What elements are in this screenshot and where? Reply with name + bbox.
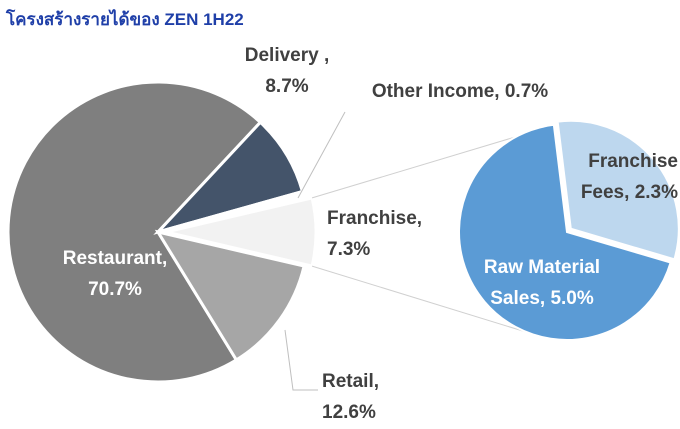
category-label: Other Income, (371, 81, 500, 102)
value-label: 7.3% (327, 239, 371, 260)
pie-slice (6, 80, 263, 384)
connector-line (311, 136, 517, 199)
pie-slice (165, 196, 318, 268)
leader-line (297, 111, 346, 199)
value-label: 2.3% (634, 182, 678, 203)
pie-slice (157, 189, 306, 234)
pie-slice (458, 123, 672, 341)
slices (6, 80, 680, 384)
value-label: 8.7% (265, 76, 309, 97)
data-label: Restaurant, 70.7% (40, 243, 190, 305)
category-label: Retail, (322, 371, 380, 392)
data-label: Franchise, 7.3% (327, 203, 452, 265)
category-label: Delivery , (244, 45, 330, 66)
data-label: Other Income, 0.7% (370, 76, 550, 107)
data-label: Raw Material Sales, 5.0% (462, 252, 622, 314)
pie-slice (556, 119, 680, 261)
connector-line (311, 265, 527, 333)
pie-slice (154, 229, 306, 362)
data-label: Franchise Fees, 2.3% (550, 146, 678, 208)
data-label: Retail, 12.6% (322, 366, 412, 428)
value-label: 0.7% (504, 81, 549, 102)
category-label: Raw Material Sales, (483, 257, 601, 309)
chart-title: โครงสร้างรายได้ของ ZEN 1H22 (6, 10, 244, 29)
value-label: 5.0% (550, 288, 594, 309)
leader-line (284, 329, 318, 391)
category-label: Franchise, (327, 208, 423, 229)
value-label: 12.6% (322, 402, 376, 423)
category-label: Franchise Fees, (580, 151, 678, 203)
value-label: 70.7% (88, 279, 142, 300)
data-label: Delivery , 8.7% (222, 40, 352, 102)
category-label: Restaurant, (62, 248, 168, 269)
